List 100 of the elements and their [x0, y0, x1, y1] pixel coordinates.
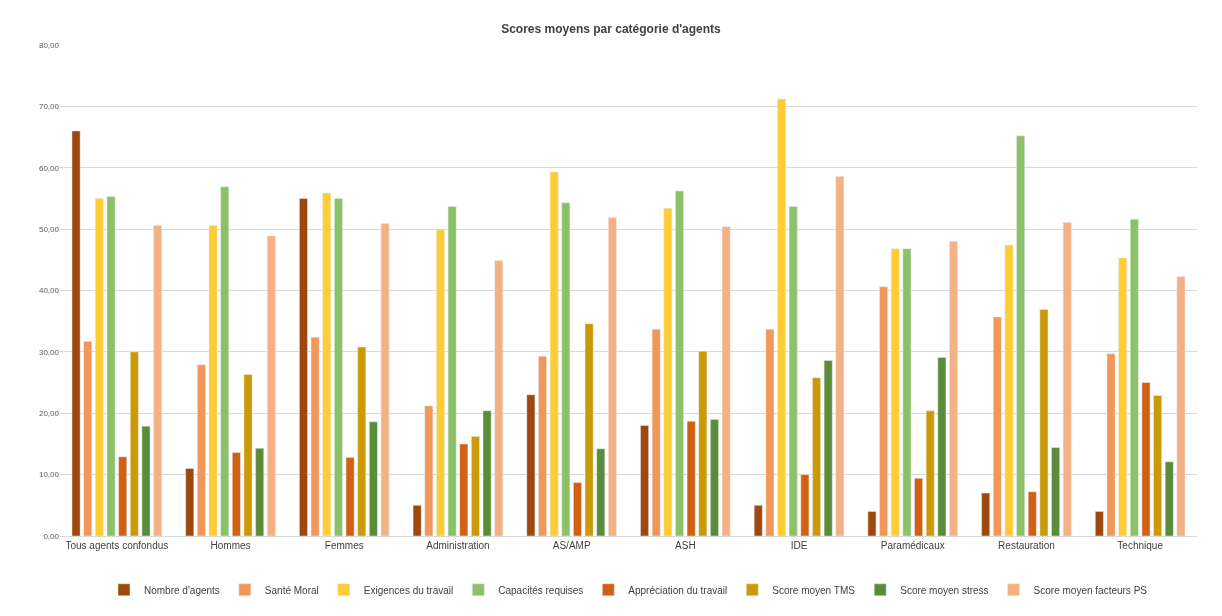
- x-tick-label: ASH: [675, 540, 696, 551]
- bar: [494, 260, 504, 536]
- bar: [208, 225, 218, 536]
- bar: [1153, 395, 1162, 536]
- chart-title: Scores moyens par catégorie d'agents: [501, 22, 722, 37]
- bar: [1118, 257, 1127, 536]
- bar: [334, 198, 343, 536]
- y-tick-label: 30,00: [38, 347, 60, 357]
- bar: [197, 364, 206, 536]
- legend-label: Score moyen TMS: [772, 584, 856, 596]
- bar: [1176, 276, 1186, 536]
- bar: [561, 202, 571, 536]
- x-tick-label: Hommes: [210, 540, 251, 551]
- bar: [675, 190, 684, 536]
- bar: [651, 328, 661, 536]
- bar: [573, 482, 582, 536]
- bar: [949, 241, 958, 536]
- bar: [1129, 219, 1139, 536]
- x-tick-label: Technique: [1117, 540, 1164, 551]
- bar: [83, 341, 93, 536]
- legend-label: Exigences du travail: [363, 584, 454, 596]
- bar: [1027, 491, 1037, 536]
- y-tick-label: 50,00: [38, 224, 60, 234]
- bar: [380, 223, 390, 536]
- bar: [596, 448, 606, 536]
- bar: [812, 377, 821, 536]
- x-tick-label: Tous agents confondus: [65, 540, 169, 551]
- bar: [185, 468, 195, 536]
- bar: [721, 226, 731, 536]
- bar: [788, 206, 798, 536]
- legend-label: Score moyen stress: [900, 584, 989, 596]
- bar: [992, 316, 1002, 536]
- bar: [640, 425, 649, 536]
- y-tick-label: 70,00: [38, 102, 60, 112]
- bar: [71, 130, 81, 536]
- bar: [243, 374, 253, 536]
- bar: [232, 452, 241, 536]
- bar: [526, 394, 536, 536]
- y-tick-label: 40,00: [38, 286, 60, 296]
- bar: [1095, 511, 1104, 536]
- x-tick-label: IDE: [790, 540, 808, 551]
- bar: [369, 421, 378, 536]
- bar: [710, 419, 719, 536]
- bar: [753, 505, 763, 536]
- bar: [584, 323, 594, 536]
- bar: [1164, 461, 1174, 536]
- x-tick-label: Administration: [426, 540, 490, 551]
- bar: [686, 420, 696, 536]
- bar: [482, 410, 492, 536]
- bar: [981, 492, 990, 536]
- legend-label: Appréciation du travail: [628, 584, 728, 596]
- bar: [255, 447, 265, 536]
- x-tick-label: Paramédicaux: [880, 540, 945, 551]
- bar: [835, 176, 845, 536]
- bar: [1062, 222, 1072, 536]
- bar: [471, 436, 480, 536]
- bar: [937, 357, 947, 536]
- bar: [299, 198, 308, 536]
- y-tick-label: 10,00: [38, 470, 60, 480]
- y-tick-label: 80,00: [38, 40, 60, 50]
- bar: [424, 405, 434, 536]
- y-tick-label: 60,00: [38, 163, 60, 173]
- y-tick-label: 20,00: [38, 409, 60, 419]
- x-tick-label: Femmes: [324, 540, 364, 551]
- bar: [823, 360, 833, 536]
- legend-label: Capacités requises: [498, 584, 584, 596]
- bar: [267, 235, 276, 536]
- legend-label: Score moyen facteurs PS: [1033, 584, 1148, 596]
- bar: [698, 351, 708, 536]
- bar: [95, 198, 104, 536]
- bar: [608, 217, 617, 536]
- bar: [879, 286, 888, 536]
- bar: [1016, 135, 1025, 536]
- bar: [220, 186, 230, 536]
- bar: [345, 457, 355, 536]
- bar: [800, 474, 810, 536]
- bar: [914, 478, 923, 536]
- bar: [890, 248, 900, 536]
- bar: [925, 410, 935, 536]
- bar: [436, 228, 445, 536]
- bar: [902, 248, 912, 536]
- x-tick-label: Restauration: [998, 540, 1055, 551]
- bar: [130, 351, 139, 536]
- legend-label: Santé Moral: [264, 584, 319, 596]
- x-tick-label: AS/AMP: [552, 540, 591, 551]
- bar: [106, 196, 116, 536]
- bar: [549, 171, 559, 536]
- bar: [310, 336, 320, 536]
- bar: [1106, 353, 1116, 536]
- bar: [538, 355, 547, 536]
- bar: [1051, 447, 1060, 536]
- bar: [141, 425, 151, 536]
- bar: [153, 225, 162, 536]
- bar: [1004, 244, 1014, 536]
- bar: [1039, 309, 1049, 536]
- y-tick-label: 0,00: [43, 531, 60, 541]
- legend-label: Nombre d'agents: [144, 584, 220, 596]
- bar: [118, 456, 128, 536]
- bar: [357, 346, 367, 536]
- bar: [777, 98, 786, 536]
